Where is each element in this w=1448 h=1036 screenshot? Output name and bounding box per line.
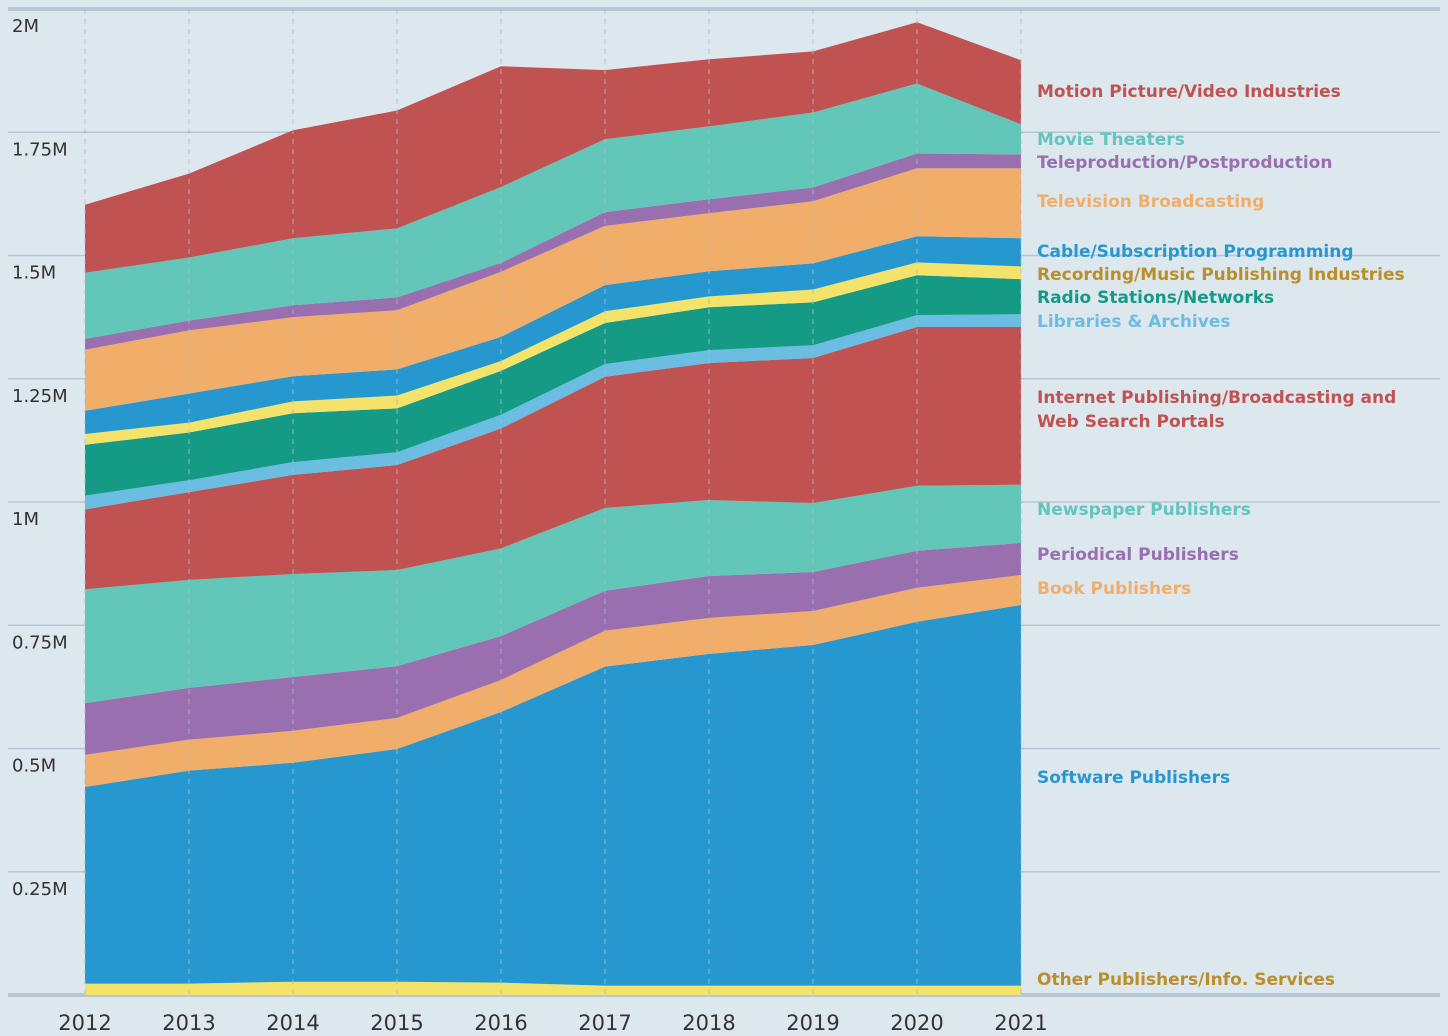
x-tick-label: 2017 — [578, 1011, 631, 1035]
area — [85, 22, 1021, 273]
area — [85, 605, 1021, 986]
legend-label: Newspaper Publishers — [1037, 500, 1251, 520]
area — [85, 236, 1021, 434]
y-tick-label: 1.75M — [12, 139, 68, 160]
x-tick-label: 2014 — [266, 1011, 319, 1035]
x-tick-label: 2021 — [994, 1011, 1047, 1035]
area — [85, 168, 1021, 411]
y-tick-label: 1.5M — [12, 263, 56, 284]
y-tick-label: 0.75M — [12, 632, 68, 653]
legend-label: Libraries & Archives — [1037, 312, 1231, 332]
legend-label: Other Publishers/Info. Services — [1037, 970, 1336, 990]
legend-label: Recording/Music Publishing Industries — [1037, 265, 1405, 285]
legend-label: Book Publishers — [1037, 579, 1192, 599]
area — [85, 542, 1021, 755]
area — [85, 314, 1021, 510]
y-tick-label: 0.5M — [12, 756, 56, 777]
area — [85, 83, 1021, 339]
legend-label: Motion Picture/Video Industries — [1037, 82, 1341, 102]
x-tick-label: 2016 — [474, 1011, 527, 1035]
area — [85, 326, 1021, 590]
area — [85, 153, 1021, 350]
x-tick-label: 2020 — [890, 1011, 943, 1035]
y-tick-label: 1M — [12, 509, 39, 530]
x-tick-label: 2019 — [786, 1011, 839, 1035]
legend-label: Periodical Publishers — [1037, 545, 1239, 565]
legend-label: Television Broadcasting — [1037, 192, 1265, 212]
x-tick-label: 2012 — [58, 1011, 111, 1035]
legend-label: Internet Publishing/Broadcasting and Web… — [1037, 388, 1397, 432]
x-tick-label: 2015 — [370, 1011, 423, 1035]
y-tick-label: 0.25M — [12, 879, 68, 900]
area — [85, 981, 1021, 995]
area — [85, 574, 1021, 787]
x-tick-label: 2013 — [162, 1011, 215, 1035]
area — [85, 484, 1021, 704]
area — [85, 262, 1021, 445]
x-tick-label: 2018 — [682, 1011, 735, 1035]
legend-label: Radio Stations/Networks — [1037, 288, 1275, 308]
legend-label: Cable/Subscription Programming — [1037, 242, 1354, 262]
legend-label: Software Publishers — [1037, 768, 1231, 788]
area — [85, 275, 1021, 496]
legend-label: Movie Theaters — [1037, 130, 1185, 150]
y-tick-label: 2M — [12, 16, 39, 37]
y-tick-label: 1.25M — [12, 386, 68, 407]
legend-label: Teleproduction/Postproduction — [1037, 153, 1333, 173]
